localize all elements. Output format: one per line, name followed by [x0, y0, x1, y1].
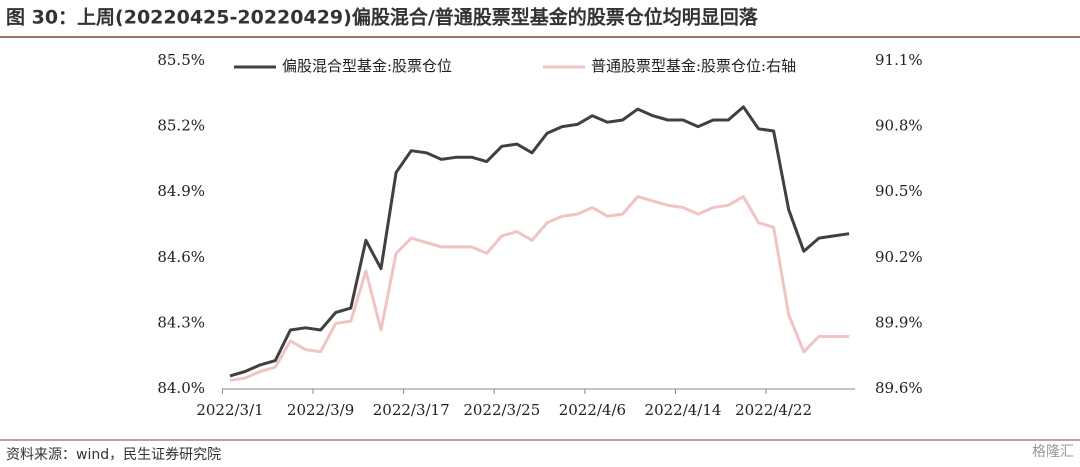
y-tick-label: 84.6%: [157, 248, 205, 266]
y-tick-label: 84.9%: [157, 182, 205, 200]
y-tick-label: 85.2%: [157, 117, 205, 135]
x-tick-label: 2022/3/9: [287, 401, 354, 419]
x-tick-label: 2022/3/17: [373, 401, 450, 419]
series-line: [229, 105, 850, 378]
y2-tick-label: 91.1%: [875, 51, 923, 69]
y2-tick-label: 89.9%: [875, 313, 923, 331]
x-tick-label: 2022/4/14: [645, 401, 722, 419]
y2-tick-label: 90.2%: [875, 248, 923, 266]
y2-tick-label: 89.6%: [875, 379, 923, 397]
x-tick-label: 2022/4/6: [559, 401, 626, 419]
x-tick-label: 2022/3/1: [196, 401, 263, 419]
y2-tick-label: 90.5%: [875, 182, 923, 200]
y-tick-label: 84.0%: [157, 379, 205, 397]
x-tick-label: 2022/3/25: [463, 401, 540, 419]
source: 资料来源：wind，民生证券研究院: [6, 447, 221, 463]
y-tick-label: 85.5%: [157, 51, 205, 69]
legend-label: 普通股票型基金:股票仓位:右轴: [591, 57, 796, 75]
x-tick-label: 2022/4/22: [735, 401, 812, 419]
chart-title: 图 30：上周(20220425-20220429)偏股混合/普通股票型基金的股…: [6, 6, 759, 29]
y2-tick-label: 90.8%: [875, 117, 923, 135]
watermark: 格隆汇: [1032, 444, 1074, 460]
legend-label: 偏股混合型基金:股票仓位: [282, 57, 452, 75]
series-line: [229, 195, 850, 382]
y-tick-label: 84.3%: [157, 313, 205, 331]
